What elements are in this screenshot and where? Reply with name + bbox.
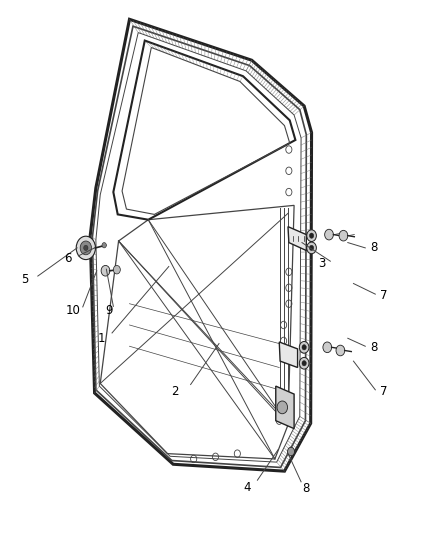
Polygon shape <box>288 227 306 251</box>
Circle shape <box>84 245 88 251</box>
Circle shape <box>76 236 95 260</box>
Text: 1: 1 <box>97 332 105 345</box>
Text: 9: 9 <box>105 304 113 317</box>
Circle shape <box>101 265 110 276</box>
Text: 2: 2 <box>172 385 179 398</box>
Circle shape <box>309 233 314 238</box>
Circle shape <box>307 230 316 241</box>
Circle shape <box>323 342 332 353</box>
Text: 3: 3 <box>318 257 325 270</box>
Text: 7: 7 <box>380 385 388 398</box>
Text: 8: 8 <box>370 241 378 254</box>
Circle shape <box>299 358 309 369</box>
Circle shape <box>102 243 106 248</box>
Polygon shape <box>276 386 294 429</box>
Circle shape <box>309 245 314 251</box>
Circle shape <box>299 342 309 353</box>
Circle shape <box>339 230 348 241</box>
Text: 4: 4 <box>244 481 251 494</box>
Text: 8: 8 <box>370 341 378 354</box>
Text: 8: 8 <box>303 482 310 495</box>
Circle shape <box>302 361 306 366</box>
Text: 10: 10 <box>65 304 80 317</box>
Circle shape <box>302 345 306 350</box>
Circle shape <box>307 242 316 254</box>
Text: 6: 6 <box>65 252 72 265</box>
Circle shape <box>325 229 333 240</box>
Polygon shape <box>279 342 297 368</box>
Circle shape <box>113 265 120 274</box>
Text: 5: 5 <box>21 273 28 286</box>
Circle shape <box>336 345 345 356</box>
Text: 7: 7 <box>380 289 388 302</box>
Circle shape <box>80 241 92 255</box>
Circle shape <box>288 447 294 456</box>
Circle shape <box>277 401 288 414</box>
